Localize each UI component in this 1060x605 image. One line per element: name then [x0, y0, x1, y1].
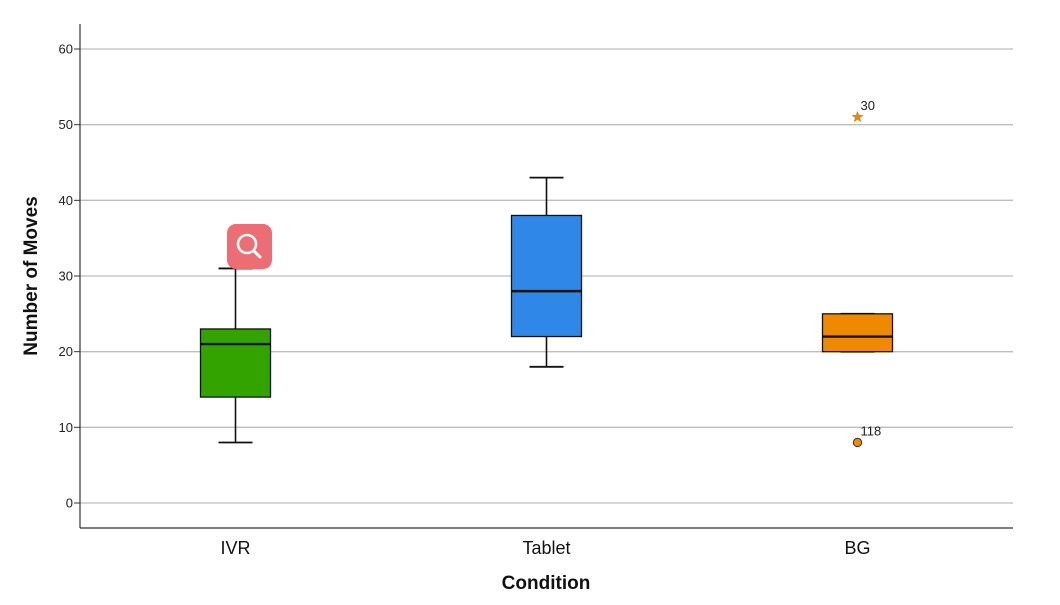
- outlier-star: [851, 110, 864, 123]
- x-tick-label-ivr: IVR: [220, 538, 250, 558]
- outlier-circle: [852, 437, 863, 448]
- x-axis-title: Condition: [502, 573, 591, 594]
- boxes: 30 118: [199, 98, 894, 448]
- y-axis-title: Number of Moves: [21, 196, 42, 355]
- box-bg: 30 118: [821, 98, 894, 448]
- iqr-box: [199, 328, 272, 398]
- y-tick-label: 20: [59, 344, 73, 359]
- y-tick-label: 60: [59, 42, 73, 57]
- outlier-label: 118: [861, 423, 882, 438]
- box-ivr: [199, 267, 272, 444]
- zoom-button[interactable]: [227, 224, 272, 269]
- outlier-label: 30: [861, 98, 875, 113]
- box-tablet: [510, 176, 583, 368]
- iqr-box: [821, 313, 894, 353]
- y-tick-label: 0: [66, 496, 73, 511]
- y-tick-label: 50: [59, 117, 73, 132]
- magnifier-icon: [236, 233, 262, 259]
- iqr-box: [510, 214, 583, 338]
- x-tick-label-tablet: Tablet: [522, 538, 570, 558]
- x-tick-label-bg: BG: [844, 538, 870, 558]
- y-tick-label: 40: [59, 193, 73, 208]
- axes: [79, 24, 1013, 529]
- y-tick-label: 30: [59, 269, 73, 284]
- x-axis-categories: IVR Tablet BG: [220, 538, 870, 558]
- y-tick-label: 10: [59, 420, 73, 435]
- y-axis-ticks: 0 10 20 30 40 50 60: [59, 42, 80, 511]
